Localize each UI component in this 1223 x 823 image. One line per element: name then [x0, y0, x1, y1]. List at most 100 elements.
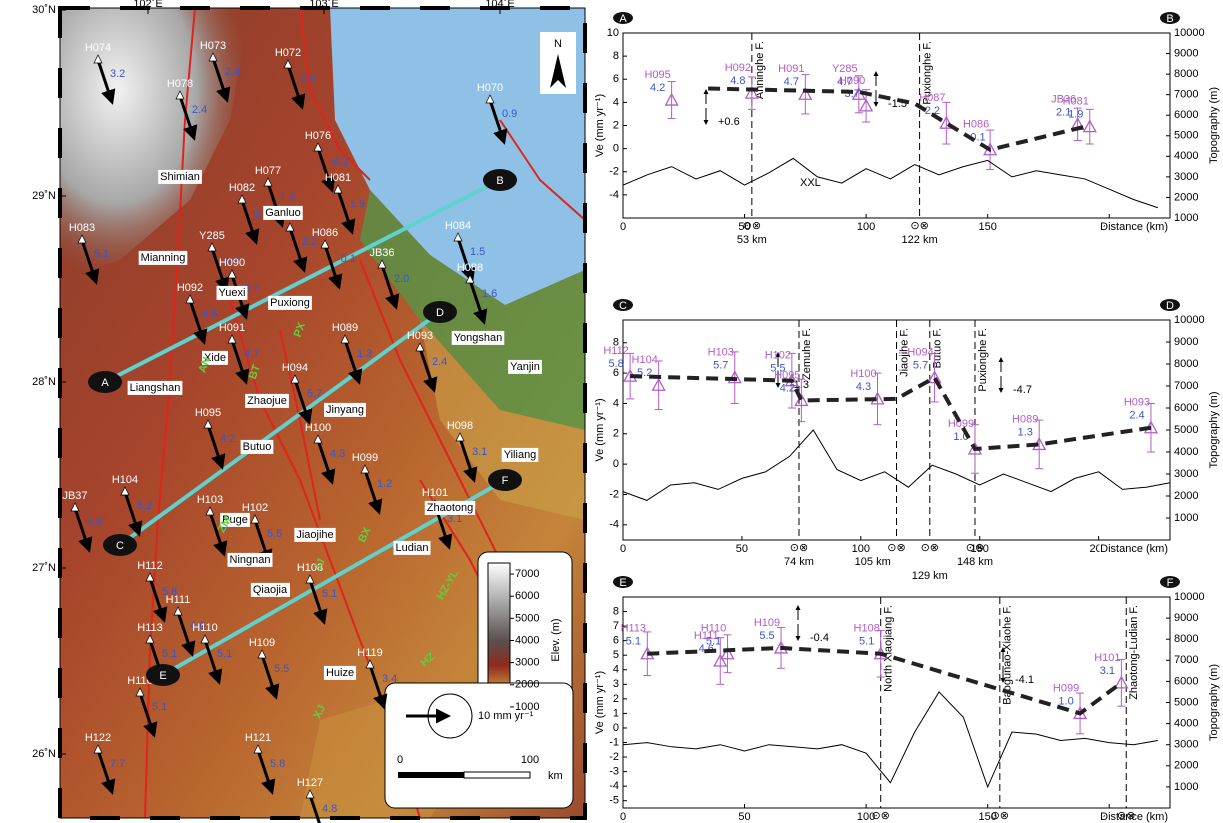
y2-tick-label: 2000	[1174, 760, 1198, 772]
place-label: Jiaojihe	[296, 529, 333, 541]
station-name: H091	[219, 322, 245, 334]
y2-tick-label: 10000	[1174, 314, 1205, 326]
scale-box	[385, 683, 573, 808]
x-tick-label: 100	[857, 221, 875, 233]
x-tick-label: 100	[852, 543, 870, 555]
point-name: H113	[621, 623, 646, 635]
station-ve: 4.2	[220, 433, 235, 445]
station-ve: -0.1	[337, 253, 356, 265]
point-name: H100	[850, 368, 876, 380]
topography-line	[623, 692, 1158, 787]
colorbar-tick-label: 6000	[515, 590, 539, 602]
distance-label: 105 km	[855, 556, 891, 568]
point-value: 2.4	[1129, 410, 1144, 422]
point-value: 5.1	[626, 636, 641, 648]
y2-tick-label: 10000	[1174, 591, 1205, 603]
x-tick-label: 50	[738, 811, 750, 823]
place-label: Zhaojue	[247, 395, 287, 407]
station-name: H094	[282, 362, 308, 374]
station-name: H127	[297, 777, 323, 789]
lat-tick-label: 28˚N	[32, 376, 56, 388]
station-name: H109	[249, 637, 275, 649]
y2-tick-label: 2000	[1174, 490, 1198, 502]
data-point: H086-0.1	[963, 119, 996, 170]
distance-label: 148 km	[957, 556, 993, 568]
station-ve: 5.5	[267, 528, 282, 540]
station-ve: 5.1	[162, 648, 177, 660]
point-value: 5.7	[713, 360, 728, 372]
point-value: 1.3	[1018, 426, 1033, 438]
annotation: +0.6	[718, 116, 740, 128]
corner-label: A	[619, 13, 627, 25]
station-name: H077	[255, 165, 281, 177]
station-ve: 2.4	[225, 66, 240, 78]
x-tick-label: 50	[736, 543, 748, 555]
station-name: H099	[352, 452, 378, 464]
y-tick-label: -4	[609, 519, 619, 531]
y-tick-label: 0	[613, 458, 619, 470]
plot-frame	[623, 33, 1170, 218]
station-name: H122	[85, 732, 111, 744]
place-label: Ningnan	[230, 554, 271, 566]
station-name: H104	[112, 474, 138, 486]
y-tick-label: -2	[609, 166, 619, 178]
station-name: H090	[219, 257, 245, 269]
scale-tick: 0	[397, 754, 403, 766]
point-name: H091	[778, 63, 804, 75]
annotation: -4.1	[1015, 674, 1034, 686]
station-name: H072	[275, 47, 301, 59]
y2-tick-label: 5000	[1174, 696, 1198, 708]
distance-label: 122 km	[902, 234, 938, 246]
corner-label: B	[1166, 13, 1173, 25]
fault-symbol: ⊙⊗	[991, 810, 1009, 822]
point-value: 4.8	[730, 75, 745, 87]
station-name: H103	[197, 494, 223, 506]
y2-axis-label: Topography (m)	[1208, 664, 1220, 741]
fault-symbol: ⊙⊗	[871, 810, 889, 822]
place-label: Jinyang	[326, 404, 364, 416]
station-name: H100	[305, 422, 331, 434]
y2-tick-label: 6000	[1174, 675, 1198, 687]
y2-tick-label: 8000	[1174, 358, 1198, 370]
place-label: Ludian	[395, 542, 428, 554]
station-name: H086	[312, 227, 338, 239]
fault-symbol: ⊙⊗	[966, 542, 984, 554]
lat-tick-label: 27˚N	[32, 562, 56, 574]
fault-label: Puxionghe F.	[977, 328, 989, 392]
colorbar-label: Elev. (m)	[550, 618, 562, 661]
y-tick-label: -2	[609, 488, 619, 500]
station-name: H095	[195, 407, 221, 419]
station-ve: 2.4	[192, 104, 207, 116]
point-value: 1.9	[1068, 109, 1083, 121]
y-tick-label: 8	[613, 50, 619, 62]
station-ve: 5.7	[307, 388, 322, 400]
fault-label: North Xiaojiang F.	[883, 605, 895, 692]
colorbar-tick-label: 5000	[515, 612, 539, 624]
y-tick-label: 2	[613, 428, 619, 440]
station-name: JB36	[369, 247, 394, 259]
place-label: Butuo	[243, 441, 272, 453]
point-value: 1.0	[1058, 695, 1073, 707]
station-name: Y285	[199, 230, 225, 242]
colorbar-tick-label: 3000	[515, 657, 539, 669]
colorbar-tick-label: 1000	[515, 701, 539, 713]
data-point: H1004.3	[850, 368, 883, 425]
y-tick-label: 4	[613, 397, 619, 409]
station-ve: 3.1	[472, 446, 487, 458]
station-ve: 1.3	[280, 191, 295, 203]
distance-label: 74 km	[784, 556, 814, 568]
y-tick-label: -4	[609, 189, 619, 201]
y2-tick-label: 7000	[1174, 89, 1198, 101]
annotation: -4.7	[1013, 384, 1032, 396]
point-name: H112	[603, 345, 628, 357]
lat-tick-label: 29˚N	[32, 190, 56, 202]
point-value: 4.3	[856, 381, 871, 393]
profile-end-label: A	[101, 377, 109, 389]
y2-tick-label: 3000	[1174, 468, 1198, 480]
x-tick-label: 150	[978, 221, 996, 233]
place-label: Yongshan	[454, 332, 503, 344]
station-name: JB37	[62, 490, 87, 502]
point-value: 5.5	[759, 630, 774, 642]
place-label: Yuexi	[219, 287, 246, 299]
station-ve: 5.8	[270, 758, 285, 770]
